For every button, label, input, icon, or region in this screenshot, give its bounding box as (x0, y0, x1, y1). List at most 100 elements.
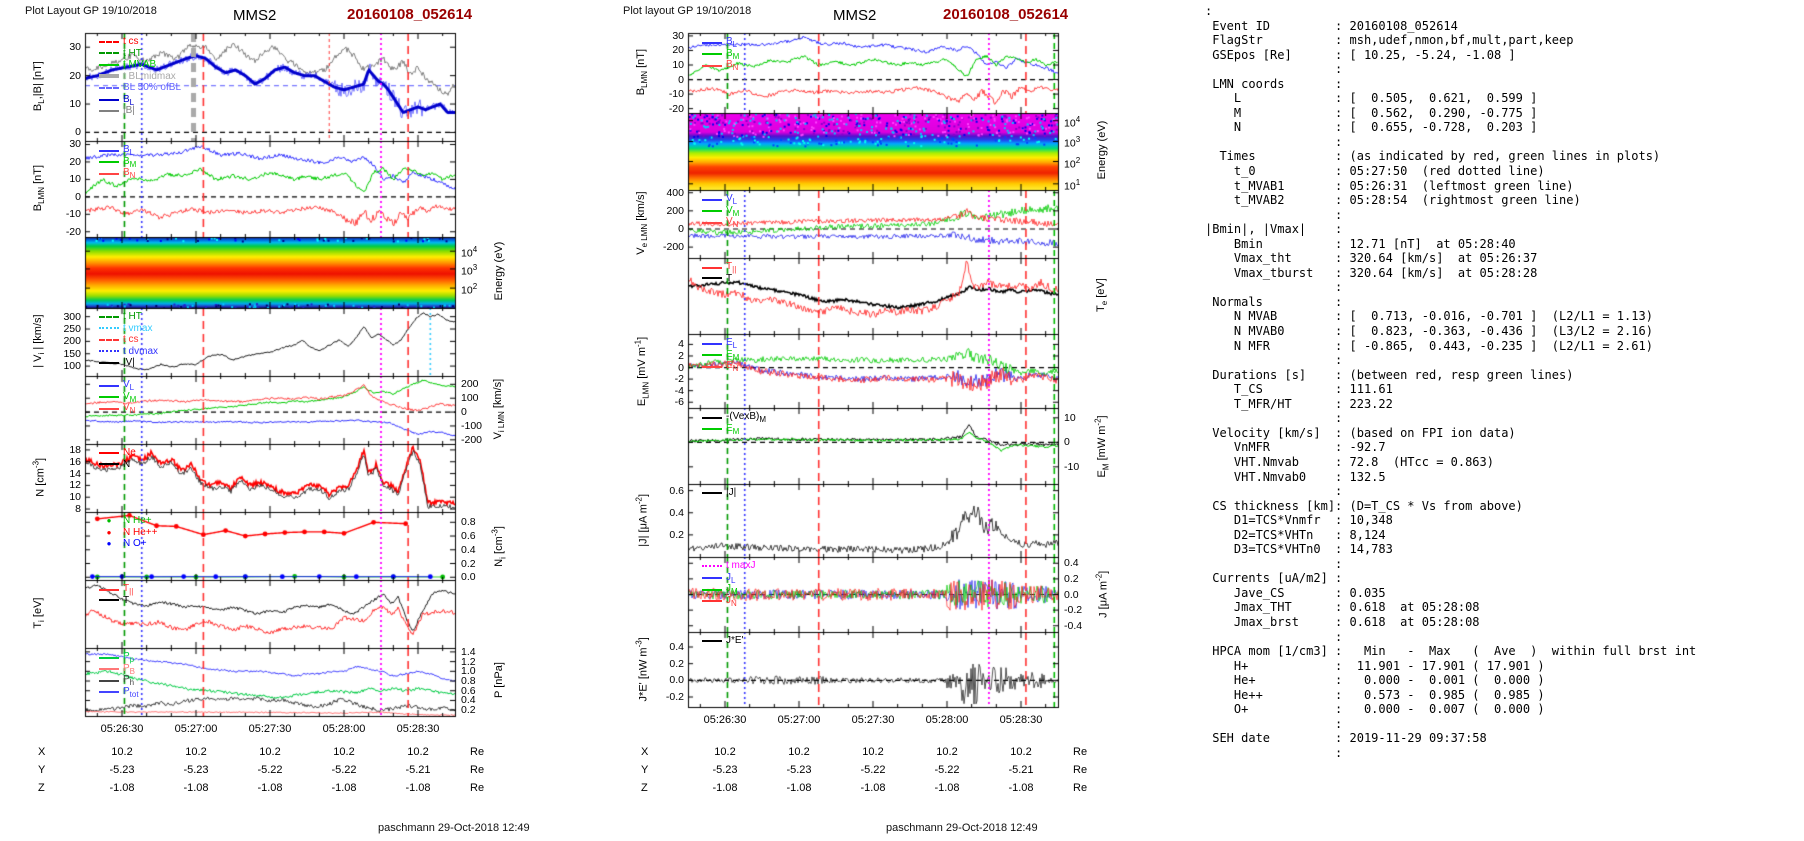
left-b-lmn-ytick-1: -10 (65, 208, 81, 221)
middle-e-spectrogram-ylabel: Energy (eV) (1096, 120, 1108, 179)
middle-ephemeris-Z-3: -1.08 (934, 782, 960, 794)
middle-j-dot-e-legend-label-0: J*E' (726, 635, 744, 646)
middle-ephemeris-Z-4: -1.08 (1008, 782, 1034, 794)
middle-ve-lmn-legend-sample-2 (702, 221, 722, 224)
left-b-field-legend-label-6: |B| (123, 105, 135, 116)
middle-j-dot-e-ylabel: J*E' [nW m-3] (634, 636, 650, 701)
middle-event-id: 20160108_052614 (943, 6, 1069, 23)
left-b-lmn-legend-sample-2 (99, 172, 119, 175)
left-ephemeris-Y-4: -5.21 (405, 764, 431, 776)
left-v-magnitude-legend-label-1: t vmax (123, 322, 153, 334)
middle-e-lmn-legend-label-2: EN (726, 360, 739, 373)
left-xtick-3: 05:28:00 (322, 723, 366, 735)
left-pressure-ytick-6: 1.4 (461, 645, 476, 658)
left-v-lmn-ytick-0: 200 (461, 378, 479, 391)
left-minor-ion-density-legend-sample-0: ● (106, 516, 112, 525)
middle-j-lmn-legend-sample-3 (702, 600, 722, 602)
left-ephemeris-unit-X: Re (470, 746, 485, 758)
middle-poynting-em-ylabel: EM [mW m-2] (1093, 415, 1111, 478)
left-b-field-legend-2: t MVAB (99, 59, 156, 70)
left-ion-temperature-ylabel: Ti [eV] (31, 597, 47, 629)
middle-j-lmn-legend-2: JM (702, 583, 738, 596)
left-ephemeris-Y-0: -5.23 (109, 764, 135, 776)
left-b-lmn-legend-sample-1 (99, 161, 119, 163)
middle-b-lmn-ytick-0: -20 (668, 102, 684, 115)
middle-e-lmn-ytick-5: -6 (674, 396, 684, 409)
left-plot-layout-note: Plot Layout GP 19/10/2018 (25, 5, 157, 17)
left-v-magnitude-legend-label-4: |V| (123, 357, 135, 368)
middle-b-lmn-ytick-5: 30 (672, 29, 684, 42)
middle-e-lmn-legend-2: EN (702, 360, 738, 373)
middle-ve-lmn-legend-label-1: VM (726, 204, 740, 218)
middle-plot-title: MMS2 (833, 7, 877, 24)
left-ephemeris-label-X: X (38, 746, 46, 758)
left-ephemeris-label-Y: Y (38, 764, 46, 776)
left-density-legend-label-0: Ne (123, 447, 136, 458)
left-density-legend-label-1: N (123, 458, 131, 470)
left-b-field-legend-sample-0 (99, 40, 119, 43)
left-plot-title: MMS2 (233, 7, 277, 24)
middle-poynting-em-legend-label-0: -(VexB)M (726, 411, 767, 424)
left-pressure-legend-label-3: Ptot (123, 685, 139, 699)
left-b-lmn-ytick-5: 30 (69, 138, 81, 151)
left-ion-temperature-legend-1: T (99, 595, 129, 606)
middle-ve-lmn-legend-label-0: VL (726, 193, 738, 206)
middle-poynting-em-legend-sample-0 (702, 416, 722, 419)
left-pressure-legend-label-0: Pp (123, 651, 135, 664)
middle-e-lmn-legend-sample-1 (702, 354, 722, 356)
middle-b-lmn-legend-label-2: BN (726, 59, 739, 72)
middle-ephemeris-X-4: 10.2 (1010, 746, 1032, 758)
middle-j-dot-e-ytick-0: 0.4 (669, 641, 684, 653)
middle-e-lmn-legend-0: EL (702, 337, 737, 350)
left-b-field-legend-4: BL 50% ofBL (99, 82, 181, 93)
left-b-field-legend-sample-5 (99, 99, 119, 101)
left-v-magnitude-legend-1: t vmax (99, 323, 152, 334)
left-ion-temperature-legend-0: T|| (99, 583, 133, 596)
middle-e-spectrogram-ytick-0: 104 (1064, 114, 1081, 130)
left-ephemeris-Z-3: -1.08 (331, 782, 357, 794)
left-pressure-legend-2: Ph (99, 674, 134, 687)
middle-e-lmn-ytick-2: 0 (678, 361, 684, 374)
middle-ve-lmn-ytick-1: 200 (666, 204, 684, 217)
middle-j-lmn-legend-sample-0 (702, 564, 722, 567)
middle-e-lmn-legend-label-0: EL (726, 337, 738, 350)
left-b-field-ytick-1: 10 (69, 98, 81, 111)
left-b-lmn-legend-label-1: BM (123, 155, 137, 169)
middle-e-spectrogram-ytick-1: 103 (1064, 135, 1081, 150)
middle-j-magnitude-ytick-0: 0.2 (669, 528, 684, 541)
left-density-ytick-0: 8 (75, 503, 81, 516)
middle-j-dot-e-legend-sample-0 (702, 639, 722, 642)
left-v-magnitude-legend-sample-1 (99, 327, 119, 329)
middle-ve-lmn-legend-sample-1 (702, 210, 722, 212)
middle-xtick-2: 05:27:30 (851, 714, 895, 726)
middle-b-lmn-legend-sample-2 (702, 64, 722, 67)
left-b-lmn-ytick-0: -20 (65, 225, 81, 238)
middle-ephemeris-X-3: 10.2 (936, 746, 958, 758)
left-b-field-legend-label-1: t HT (123, 47, 142, 59)
left-v-lmn-ytick-1: 100 (461, 392, 479, 405)
left-minor-ion-density-ytick-4: 0.8 (461, 516, 476, 529)
left-minor-ion-density-ytick-0: 0.0 (461, 571, 476, 584)
left-v-magnitude-ytick-0: 100 (63, 360, 81, 373)
left-v-magnitude-legend-0: t HT (99, 311, 142, 322)
middle-xtick-3: 05:28:00 (925, 714, 969, 726)
left-b-field-legend-1: t HT (99, 48, 142, 59)
middle-e-lmn-legend-sample-0 (702, 342, 722, 345)
left-density-ytick-2: 12 (69, 479, 81, 492)
left-b-lmn-legend-1: BM (99, 156, 136, 169)
left-ion-temperature-legend-label-1: T (123, 594, 130, 606)
middle-ephemeris-Y-3: -5.22 (934, 764, 960, 776)
middle-ephemeris-Z-2: -1.08 (860, 782, 886, 794)
left-ephemeris-Y-3: -5.22 (331, 764, 357, 776)
middle-xtick-1: 05:27:00 (777, 714, 821, 726)
left-b-field-legend-sample-6 (99, 109, 119, 112)
left-v-lmn-ytick-3: -100 (461, 419, 483, 432)
left-ephemeris-Y-1: -5.23 (183, 764, 209, 776)
left-b-lmn-ytick-4: 20 (69, 155, 81, 168)
left-pressure-ylabel: P [nPa] (493, 662, 505, 698)
left-ion-spectrogram-ylabel: Energy (eV) (493, 241, 505, 300)
middle-e-lmn-ytick-3: -2 (674, 373, 684, 386)
middle-b-lmn-ylabel: BLMN [nT] (634, 48, 650, 96)
left-ephemeris-X-0: 10.2 (111, 746, 133, 758)
